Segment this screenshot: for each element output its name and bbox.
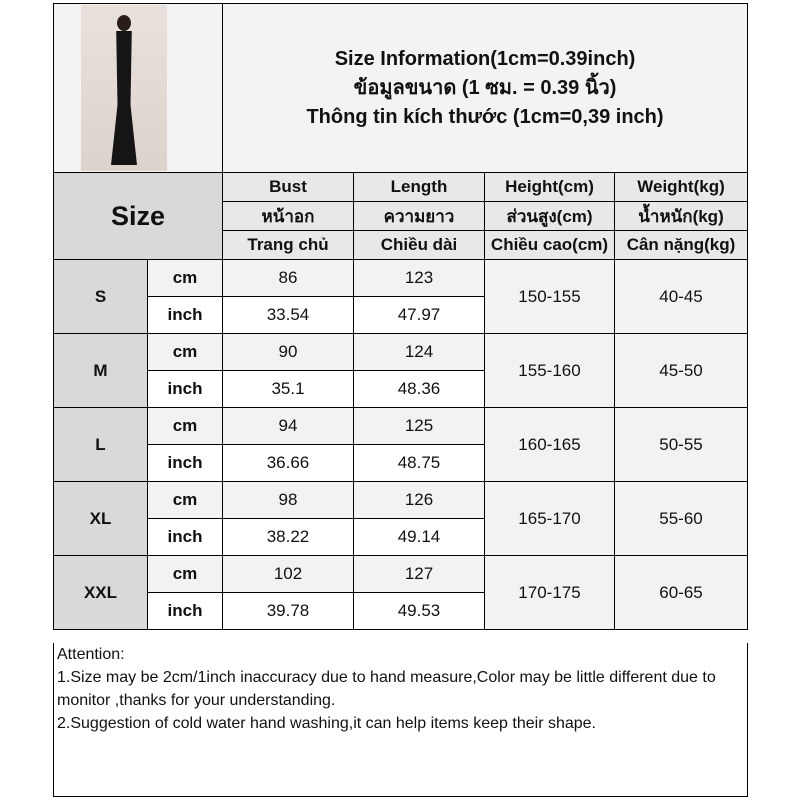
- unit-label: cm: [147, 481, 223, 519]
- col-header: Weight(kg): [613, 172, 749, 202]
- bust-inch: 38.22: [222, 518, 354, 556]
- unit-label: cm: [147, 259, 223, 297]
- unit-label: cm: [147, 407, 223, 445]
- height-range: 160-165: [484, 407, 615, 482]
- length-inch: 48.75: [353, 444, 485, 482]
- col-header: Height(cm): [484, 172, 615, 202]
- col-header: Bust: [222, 172, 354, 202]
- bust-cm: 98: [222, 481, 354, 519]
- unit-label: inch: [147, 518, 223, 556]
- table-row: inch 33.54 47.97: [54, 296, 748, 334]
- unit-label: inch: [147, 370, 223, 408]
- bust-inch: 35.1: [222, 370, 354, 408]
- length-inch: 49.53: [353, 592, 485, 630]
- weight-range: 55-60: [613, 481, 749, 556]
- height-range: 150-155: [484, 259, 615, 334]
- title-en: Size Information(1cm=0.39inch): [334, 47, 636, 70]
- table-row: inch 39.78 49.53: [54, 592, 748, 630]
- bust-cm: 86: [222, 259, 354, 297]
- table-row: S cm 86 123 150-155 40-45: [53, 259, 749, 334]
- product-photo: [81, 5, 167, 171]
- weight-range: 40-45: [613, 259, 749, 334]
- size-header: Size: [53, 172, 223, 260]
- col-header: น้ำหนัก(kg): [613, 201, 749, 231]
- col-header: Cân nặng(kg): [613, 230, 749, 260]
- unit-label: inch: [147, 296, 223, 334]
- table-row: L cm 94 125 160-165 50-55: [53, 407, 749, 482]
- size-label: XL: [53, 481, 148, 556]
- table-row: inch 35.1 48.36: [54, 370, 748, 408]
- size-label: XXL: [53, 555, 148, 630]
- bust-cm: 102: [222, 555, 354, 593]
- col-header: Length: [353, 172, 485, 202]
- attention-heading: Attention:: [57, 646, 125, 663]
- table-row: XL cm 98 126 165-170 55-60: [53, 481, 749, 556]
- col-header: Chiều cao(cm): [484, 230, 615, 260]
- col-header: ความยาว: [353, 201, 485, 231]
- length-cm: 126: [353, 481, 485, 519]
- unit-label: cm: [147, 333, 223, 371]
- size-label: S: [53, 259, 148, 334]
- size-chart-table: Size Information(1cm=0.39inch) ข้อมูลขนา…: [53, 3, 749, 630]
- length-cm: 124: [353, 333, 485, 371]
- weight-range: 50-55: [613, 407, 749, 482]
- title-th: ข้อมูลขนาด (1 ซม. = 0.39 นิ้ว): [353, 76, 617, 99]
- table-row: inch 36.66 48.75: [54, 444, 748, 482]
- length-inch: 47.97: [353, 296, 485, 334]
- height-range: 155-160: [484, 333, 615, 408]
- length-inch: 49.14: [353, 518, 485, 556]
- bust-cm: 94: [222, 407, 354, 445]
- bust-inch: 39.78: [222, 592, 354, 630]
- unit-label: cm: [147, 555, 223, 593]
- col-header: Chiều dài: [353, 230, 485, 260]
- table-row: inch 38.22 49.14: [54, 518, 748, 556]
- length-cm: 127: [353, 555, 485, 593]
- col-header: หน้าอก: [222, 201, 354, 231]
- length-cm: 125: [353, 407, 485, 445]
- attention-note: 1.Size may be 2cm/1inch inaccuracy due t…: [57, 669, 716, 709]
- weight-range: 45-50: [613, 333, 749, 408]
- height-range: 170-175: [484, 555, 615, 630]
- bust-cm: 90: [222, 333, 354, 371]
- size-label: M: [53, 333, 148, 408]
- weight-range: 60-65: [613, 555, 749, 630]
- bust-inch: 33.54: [222, 296, 354, 334]
- table-row: M cm 90 124 155-160 45-50: [53, 333, 749, 408]
- col-header: ส่วนสูง(cm): [484, 201, 615, 231]
- length-inch: 48.36: [353, 370, 485, 408]
- size-label: L: [53, 407, 148, 482]
- chart-title: Size Information(1cm=0.39inch) ข้อมูลขนา…: [221, 3, 749, 173]
- bust-inch: 36.66: [222, 444, 354, 482]
- length-cm: 123: [353, 259, 485, 297]
- attention-notes: Attention: 1.Size may be 2cm/1inch inacc…: [53, 643, 748, 797]
- product-photo-cell: [53, 3, 223, 173]
- height-range: 165-170: [484, 481, 615, 556]
- attention-note: 2.Suggestion of cold water hand washing,…: [57, 715, 596, 732]
- col-header: Trang chủ: [222, 230, 354, 260]
- title-vi: Thông tin kích thước (1cm=0,39 inch): [306, 105, 664, 128]
- table-row: XXL cm 102 127 170-175 60-65: [53, 555, 749, 630]
- unit-label: inch: [147, 444, 223, 482]
- unit-label: inch: [147, 592, 223, 630]
